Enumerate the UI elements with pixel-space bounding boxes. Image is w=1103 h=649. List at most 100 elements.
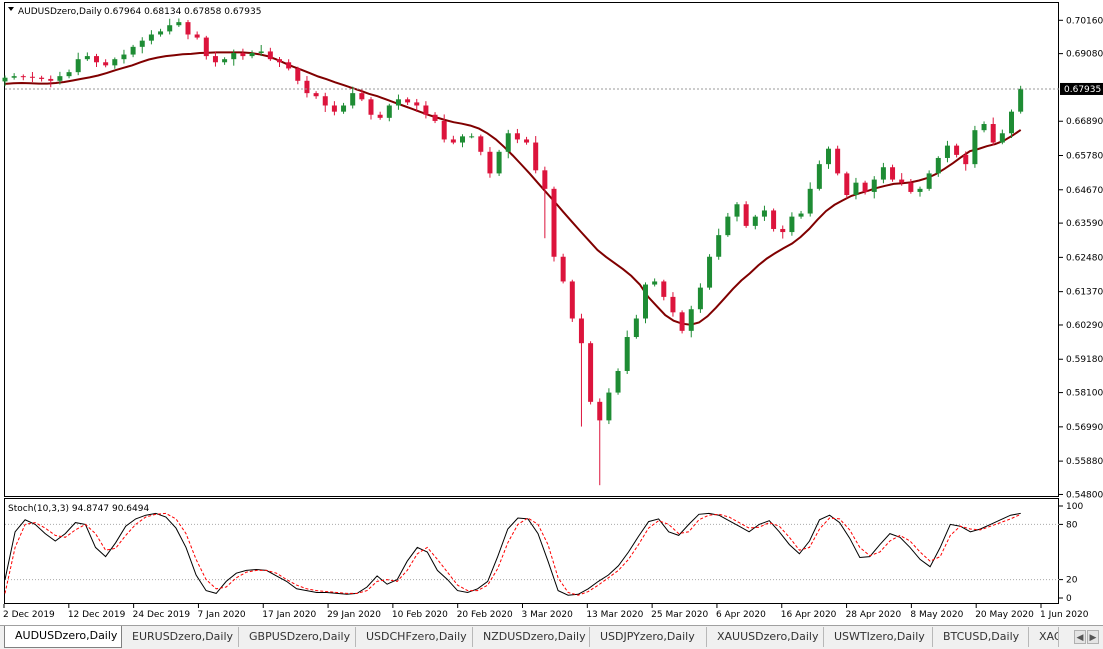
candle-bull — [1009, 111, 1014, 134]
candle-bull — [826, 148, 831, 165]
candle-bull — [725, 216, 731, 236]
candle-bear — [670, 296, 676, 313]
candle-bear — [368, 99, 374, 115]
candle-bull — [167, 25, 173, 32]
tab-btcusd-daily[interactable]: BTCUSD,Daily — [933, 627, 1029, 647]
symbol-dropdown-icon[interactable] — [8, 7, 14, 11]
candle-bull — [789, 216, 795, 233]
candle-bear — [304, 80, 310, 94]
candle-bear — [39, 77, 45, 79]
candle-bull — [853, 182, 859, 196]
candle-bear — [890, 167, 896, 180]
candle-bear — [423, 105, 429, 115]
tab-uswtizero-daily[interactable]: USWTIzero,Daily — [824, 627, 933, 647]
candle-bull — [688, 309, 694, 331]
symbol-label: AUDUSDzero,Daily — [18, 7, 102, 17]
candle-bear — [780, 228, 786, 233]
stoch-main-line — [4, 512, 1021, 596]
candle-bear — [377, 114, 383, 118]
time-tick-label: 24 Dec 2019 — [133, 610, 191, 620]
time-axis: 2 Dec 2019 12 Dec 2019 24 Dec 2019 7 Jan 20… — [3, 604, 1089, 620]
stoch-signal-line — [4, 512, 1021, 596]
tab-xauusdzero-daily[interactable]: XAUUSDzero,Daily — [707, 627, 824, 647]
candle-bull — [158, 31, 164, 35]
candles-group — [2, 18, 1024, 486]
chart-svg[interactable]: 0.70160 0.69080 0.66890 0.65780 0.64670 0.635… — [0, 0, 1103, 625]
tab-scroll-right-icon[interactable]: ▶ — [1087, 630, 1099, 644]
candle-bear — [277, 59, 282, 63]
price-tick-label: 0.64670 — [1066, 186, 1103, 196]
candle-bear — [359, 93, 365, 100]
candle-bull — [231, 53, 237, 60]
tab-scroll-left-icon[interactable]: ◀ — [1074, 630, 1086, 644]
time-tick-label: 28 Apr 2020 — [846, 610, 902, 620]
tab-audusdzero-daily[interactable]: AUDUSDzero,Daily — [4, 626, 122, 648]
candle-bull — [148, 34, 154, 41]
price-tick-label: 0.58100 — [1066, 389, 1103, 399]
current-price-group: 0.67935 — [5, 82, 1103, 95]
tab-usdchfzero-daily[interactable]: USDCHFzero,Daily — [356, 627, 473, 647]
candle-bear — [533, 142, 539, 171]
ma-group — [4, 51, 1022, 326]
tab-usdjpyzero-daily[interactable]: USDJPYzero,Daily — [590, 627, 707, 647]
tab-xagu[interactable]: XAGU — [1029, 627, 1059, 647]
candle-bull — [84, 56, 90, 60]
candle-bull — [386, 105, 392, 118]
candle-bull — [341, 105, 347, 112]
candle-bull — [752, 216, 758, 226]
price-tick-label: 0.56990 — [1066, 423, 1103, 433]
candle-bull — [816, 164, 822, 189]
candle-bear — [560, 256, 566, 282]
candle-bear — [908, 182, 914, 192]
candle-bear — [542, 170, 548, 189]
moving-average-line — [4, 51, 1022, 326]
time-tick-label: 29 Jan 2020 — [327, 610, 381, 620]
stoch-header-label: Stoch(10,3,3) 94.8747 90.6494 — [8, 504, 149, 514]
candle-bull — [395, 99, 401, 106]
candle-bear — [899, 179, 905, 183]
candle-bull — [734, 204, 740, 217]
time-tick-label: 13 Mar 2020 — [586, 610, 643, 620]
candle-bull — [981, 124, 987, 131]
candle-bull — [926, 173, 932, 189]
time-tick-label: 20 Feb 2020 — [457, 610, 513, 620]
tab-eurusdzero-daily[interactable]: EURUSDzero,Daily — [122, 627, 239, 647]
time-tick-label: 10 Feb 2020 — [392, 610, 448, 620]
candle-bull — [807, 188, 813, 214]
candle-bull — [716, 235, 722, 257]
time-tick-label: 8 May 2020 — [910, 610, 963, 620]
candle-bull — [871, 179, 877, 192]
stoch-group — [4, 512, 1021, 596]
price-tick-label: 0.55880 — [1066, 457, 1103, 467]
price-tick-label: 0.63590 — [1066, 219, 1103, 229]
candle-bull — [643, 284, 648, 319]
time-tick-label: 20 May 2020 — [975, 610, 1034, 620]
current-price-label: 0.67935 — [1064, 85, 1101, 95]
candle-bear — [185, 22, 191, 35]
candle-bull — [624, 337, 630, 371]
candle-bull — [112, 59, 118, 66]
candle-bear — [414, 102, 420, 106]
tab-gbpusdzero-daily[interactable]: GBPUSDzero,Daily — [239, 627, 356, 647]
ohlc-values: 0.67964 0.68134 0.67858 0.67935 — [104, 7, 261, 17]
current-price-box — [1060, 82, 1103, 95]
stoch-tick-label: 0 — [1066, 594, 1072, 604]
candle-bull — [798, 213, 804, 217]
candle-bear — [441, 120, 447, 140]
candle-bull — [707, 256, 713, 288]
chart-area[interactable]: 0.70160 0.69080 0.66890 0.65780 0.64670 0.635… — [0, 0, 1103, 625]
candle-bull — [121, 54, 127, 60]
price-tick-label: 0.66890 — [1066, 117, 1103, 127]
candle-bull — [652, 281, 658, 285]
candle-bear — [844, 173, 850, 196]
tab-nzdusdzero-daily[interactable]: NZDUSDzero,Daily — [473, 627, 590, 647]
candle-bear — [743, 204, 749, 226]
candle-bull — [972, 130, 978, 165]
price-tick-label: 0.62480 — [1066, 253, 1103, 263]
price-tick-label: 0.65780 — [1066, 151, 1103, 161]
candle-bear — [524, 139, 530, 143]
candle-bull — [615, 370, 621, 393]
candle-bull — [469, 136, 475, 138]
candle-bear — [771, 210, 777, 229]
candle-bear — [478, 136, 484, 152]
